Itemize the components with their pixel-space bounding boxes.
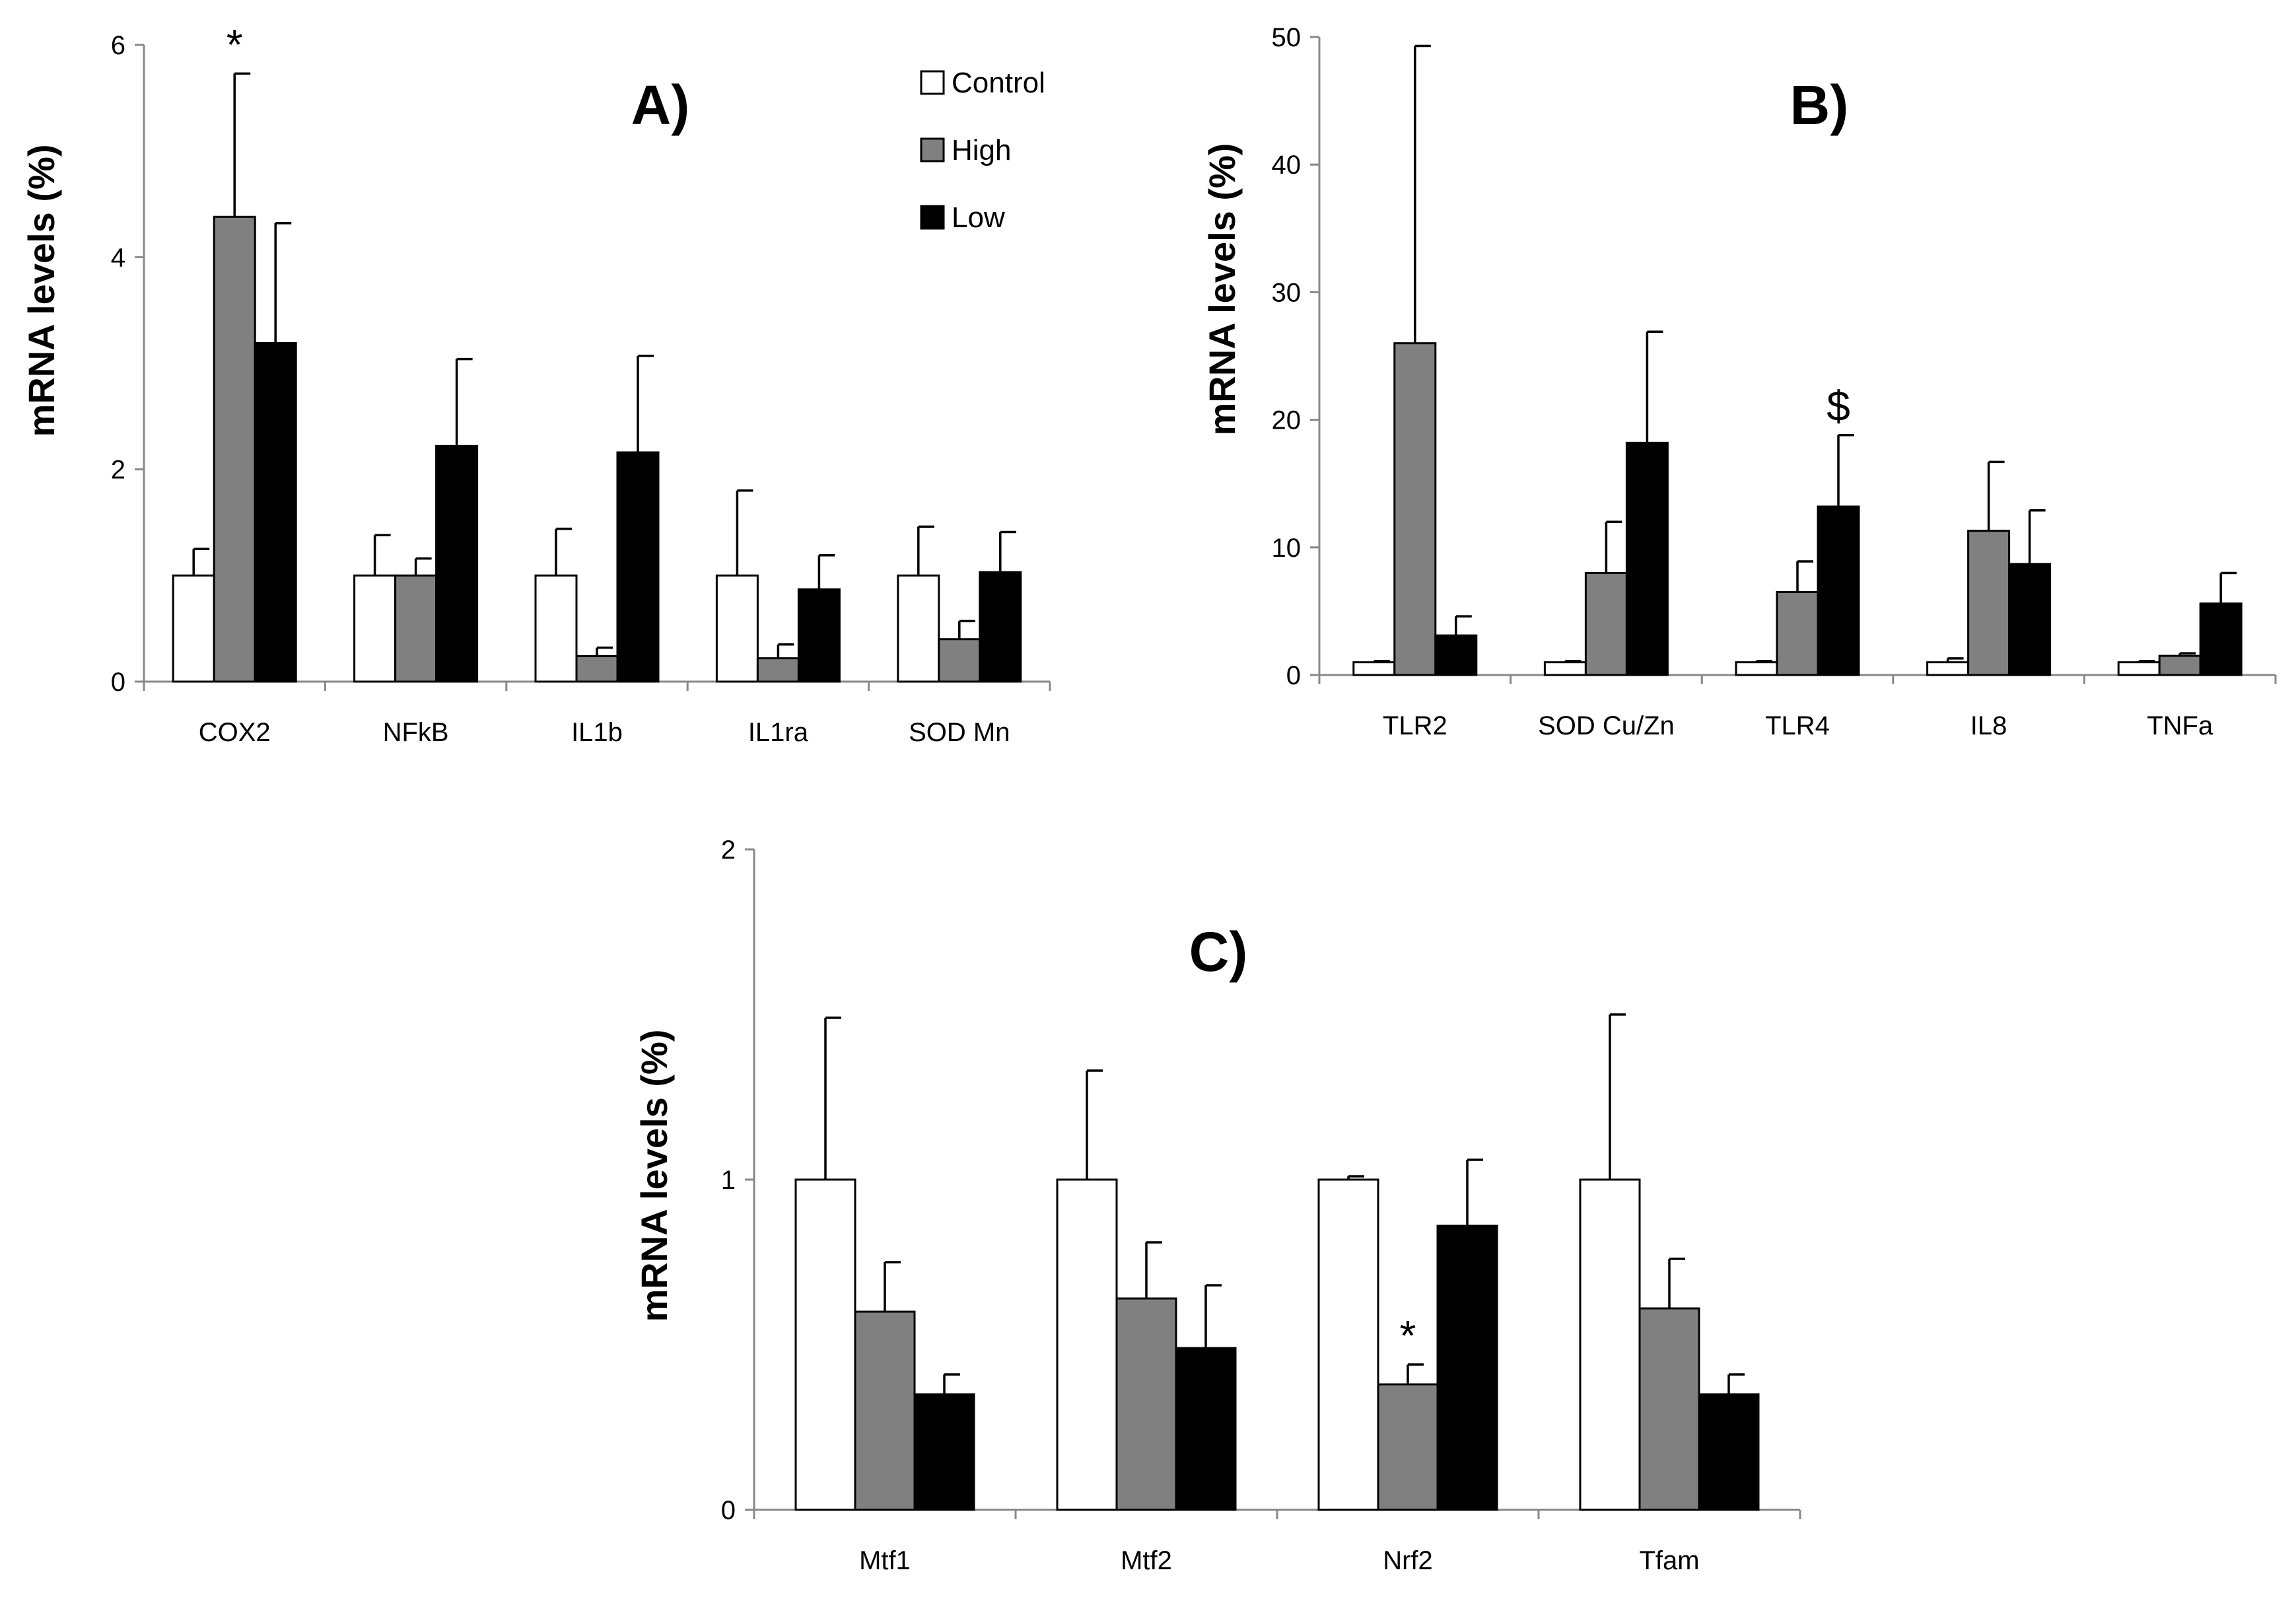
category-label: COX2	[199, 718, 271, 747]
panel-label: B)	[1790, 74, 1849, 136]
category-label: Mtf1	[859, 1546, 911, 1575]
y-tick-label: 0	[111, 668, 125, 697]
bar-mtf2-control	[1056, 1178, 1118, 1511]
significance-marker: *	[226, 20, 243, 68]
y-tick-label: 10	[1272, 534, 1302, 563]
y-tick-label: 0	[1286, 661, 1301, 690]
bar-nrf2-control	[1317, 1178, 1379, 1511]
bar-tlr4-high	[1776, 590, 1819, 676]
panel-label: C)	[1189, 921, 1248, 983]
bar-nfkb-high	[394, 574, 438, 683]
y-axis-label: mRNA levels (%)	[1201, 143, 1243, 436]
y-tick-label: 30	[1272, 278, 1302, 307]
y-tick-label: 0	[721, 1496, 736, 1525]
bar-mtf1-high	[854, 1310, 916, 1511]
bar-il1ra-high	[756, 657, 800, 683]
bar-sod-cu-zn-high	[1584, 571, 1628, 676]
bar-tlr2-low	[1434, 634, 1478, 676]
legend-label-low: Low	[952, 201, 1005, 234]
y-tick-label: 4	[111, 243, 125, 272]
bar-nrf2-low	[1436, 1225, 1498, 1511]
bar-cox2-high	[213, 215, 256, 683]
bar-nfkb-low	[435, 444, 479, 683]
bar-sod-mn-low	[979, 571, 1022, 683]
category-label: Mtf2	[1121, 1546, 1172, 1575]
bar-tfam-high	[1638, 1307, 1700, 1511]
bar-cox2-low	[254, 341, 297, 683]
bar-mtf2-low	[1175, 1347, 1237, 1511]
category-label: Tfam	[1639, 1546, 1699, 1575]
bar-il8-low	[2008, 563, 2052, 676]
legend-swatch-control	[920, 70, 945, 95]
category-label: TNFa	[2147, 711, 2213, 740]
bar-sod-mn-high	[938, 638, 981, 683]
bar-il1b-control	[534, 574, 578, 683]
category-label: NFkB	[383, 718, 449, 747]
bar-sod-cu-zn-low	[1625, 441, 1669, 676]
bar-il1ra-low	[797, 588, 841, 683]
bar-mtf1-low	[913, 1393, 975, 1511]
bar-tlr4-low	[1817, 505, 1860, 676]
bar-il1b-low	[616, 451, 660, 683]
bar-il1ra-control	[715, 574, 759, 683]
bar-tfam-control	[1579, 1178, 1641, 1511]
significance-marker: $	[1826, 382, 1850, 430]
bar-sod-cu-zn-control	[1543, 661, 1587, 676]
bar-tnfa-low	[2199, 602, 2243, 676]
bar-tnfa-control	[2117, 661, 2161, 676]
y-axis-label: mRNA levels (%)	[633, 1030, 675, 1322]
bar-il8-control	[1926, 661, 1970, 676]
category-label: IL1b	[571, 718, 623, 747]
bar-tfam-low	[1698, 1393, 1760, 1511]
bar-tnfa-high	[2158, 655, 2202, 676]
bar-cox2-control	[172, 574, 215, 683]
y-tick-label: 50	[1272, 23, 1302, 52]
bar-sod-mn-control	[897, 574, 940, 683]
panel-label: A)	[631, 74, 690, 136]
panel-b-chart: 0 10 20 30 40 50 TLR2 SOD Cu/Zn TLR4 IL8 TNFa $ mRNA…	[1201, 23, 2277, 740]
bar-il8-high	[1967, 530, 2011, 676]
significance-marker: *	[1400, 1312, 1416, 1359]
category-label: SOD Mn	[909, 718, 1010, 747]
y-tick-label: 20	[1272, 406, 1302, 435]
legend: Control High Low	[920, 67, 1045, 234]
category-label: IL8	[1970, 711, 2007, 740]
y-tick-label: 2	[111, 456, 125, 485]
y-tick-label: 1	[721, 1166, 736, 1195]
panel-a-chart: 0 2 4 6 COX2 NFkB IL1b IL1ra SOD Mn * mRNA levels …	[20, 20, 1051, 747]
category-label: SOD Cu/Zn	[1538, 711, 1675, 740]
bar-il1b-high	[575, 655, 619, 683]
y-tick-label: 2	[721, 835, 736, 865]
bar-tlr2-control	[1352, 661, 1396, 676]
bar-mtf2-high	[1115, 1297, 1177, 1511]
category-label: IL1ra	[748, 718, 809, 747]
bar-tlr4-control	[1735, 661, 1778, 676]
legend-swatch-low	[920, 205, 945, 230]
category-label: TLR2	[1383, 711, 1447, 740]
y-tick-label: 40	[1272, 151, 1302, 180]
category-label: Nrf2	[1383, 1546, 1433, 1575]
bar-nfkb-control	[353, 574, 397, 683]
legend-label-high: High	[952, 134, 1012, 166]
legend-label-control: Control	[952, 67, 1045, 99]
panel-c-chart: 0 1 2 Mtf1 Mtf2 Nrf2 Tfam * mRNA levels (%) C)	[633, 835, 1801, 1575]
bar-tlr2-high	[1393, 342, 1437, 676]
legend-swatch-high	[920, 137, 945, 162]
category-label: TLR4	[1765, 711, 1830, 740]
y-tick-label: 6	[111, 31, 125, 60]
bar-mtf1-control	[794, 1178, 856, 1511]
y-axis-label: mRNA levels (%)	[20, 145, 62, 437]
bar-nrf2-high	[1377, 1383, 1439, 1511]
